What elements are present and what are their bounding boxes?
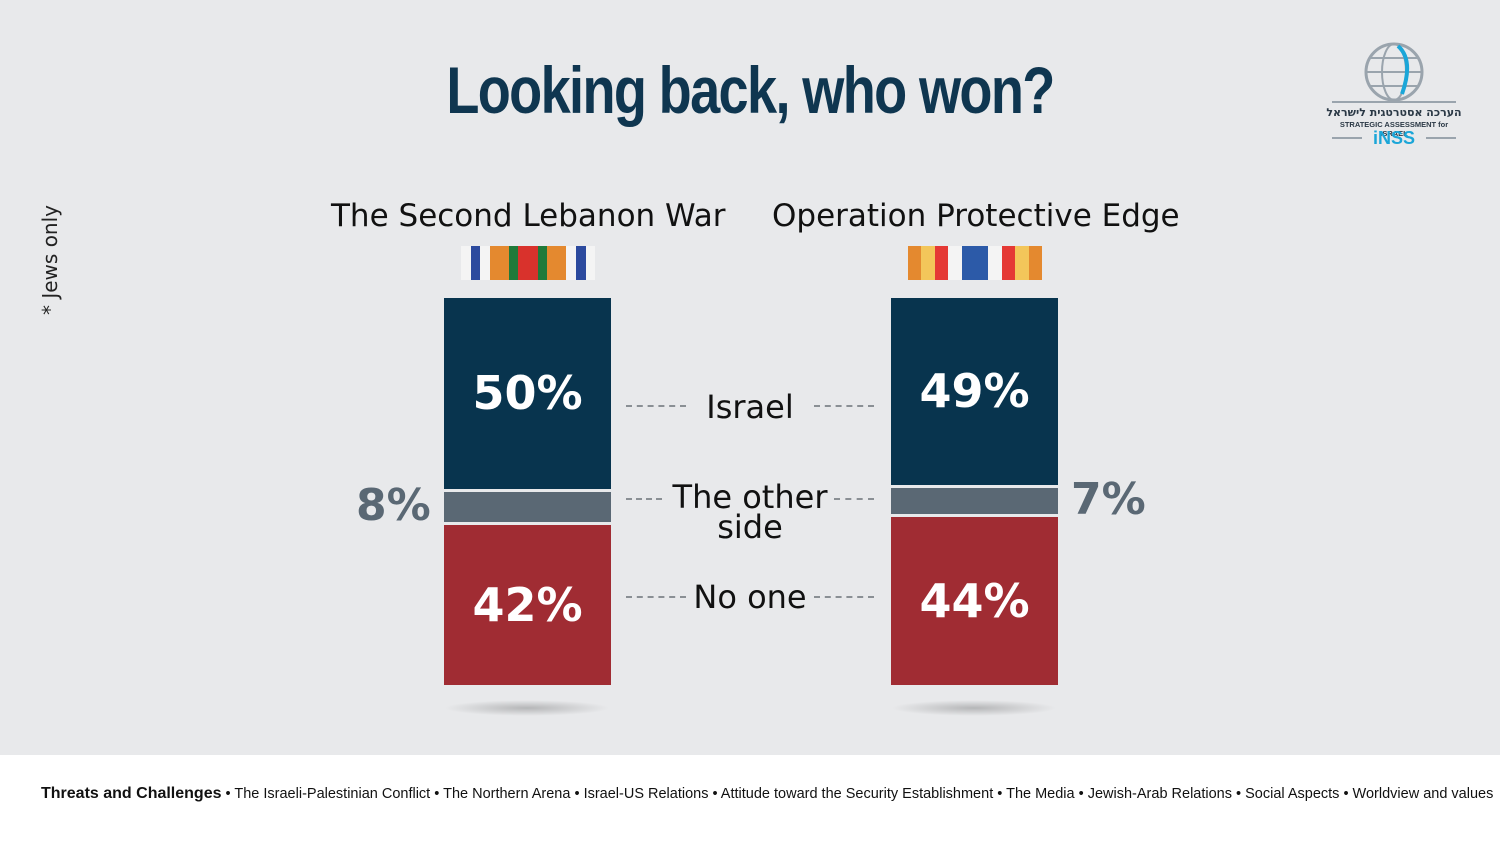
legend-label-no-one: No one — [693, 578, 807, 616]
chart-subtitle-lebanon: The Second Lebanon War — [331, 198, 726, 234]
leader-line — [626, 596, 686, 598]
campaign-ribbon-protective-edge — [908, 246, 1043, 280]
page-title: Looking back, who won? — [446, 53, 1055, 127]
legend-label-other-side: The other side — [666, 478, 834, 546]
globe-icon — [1332, 42, 1456, 139]
main-panel — [0, 0, 1500, 755]
legend-label-other-side-line1: The other — [672, 478, 828, 516]
bar-shadow-protective-edge — [891, 700, 1057, 716]
footer-bar — [0, 755, 1500, 844]
legend-label-israel: Israel — [706, 388, 794, 426]
bar-segment-lebanon-other-side — [444, 491, 611, 522]
footer-topics: Threats and Challenges • The Israeli-Pal… — [41, 785, 1493, 803]
bar-segment-protective-edge-no-one: 44% — [891, 517, 1058, 685]
bar-segment-lebanon-israel: 50% — [444, 298, 611, 489]
bar-shadow-lebanon — [444, 700, 610, 716]
population-note: * Jews only — [38, 205, 62, 315]
leader-line — [626, 498, 662, 500]
logo-english-text: STRATEGIC ASSESSMENT for ISRAEL — [1339, 120, 1449, 138]
leader-line — [814, 405, 874, 407]
footer-lead: Threats and Challenges — [41, 785, 222, 802]
chart-subtitle-protective-edge: Operation Protective Edge — [772, 198, 1180, 234]
data-label-protective-edge-other-side: 7% — [1071, 474, 1146, 526]
bar-segment-protective-edge-israel: 49% — [891, 298, 1058, 485]
inss-logo: הערכה אסטרטגית לישראל STRATEGIC ASSESSME… — [1326, 40, 1462, 152]
data-label-lebanon-other-side: 8% — [356, 479, 431, 531]
campaign-ribbon-lebanon — [461, 246, 596, 280]
leader-line — [814, 596, 874, 598]
bar-segment-protective-edge-other-side — [891, 487, 1058, 515]
leader-line — [834, 498, 874, 500]
legend-label-other-side-line2: side — [717, 508, 783, 546]
footer-items: • The Israeli-Palestinian Conflict • The… — [225, 786, 1494, 802]
bar-segment-lebanon-no-one: 42% — [444, 524, 611, 685]
logo-hebrew-text: הערכה אסטרטגית לישראל — [1326, 106, 1462, 119]
leader-line — [626, 405, 686, 407]
logo-brand-text: iNSS — [1372, 128, 1415, 148]
